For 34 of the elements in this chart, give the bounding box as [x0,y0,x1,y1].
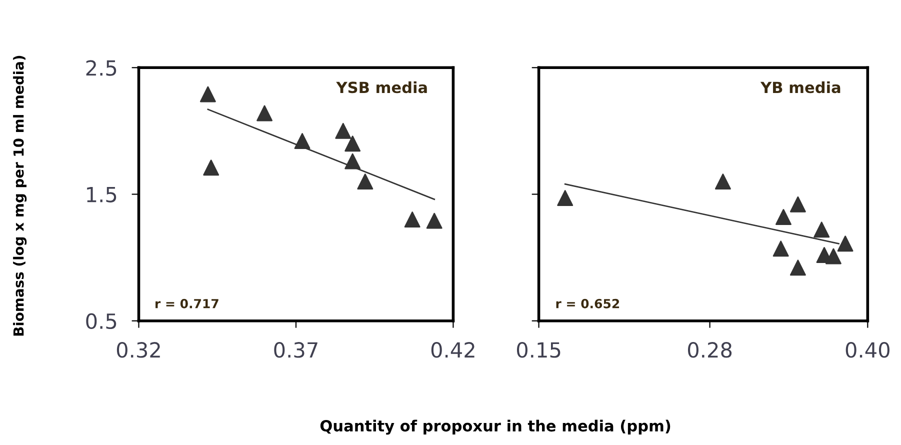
point [790,196,806,212]
point [344,136,361,152]
x-tick-label: 0.37 [274,342,318,358]
point [426,212,442,229]
point [714,174,731,190]
point [256,105,273,122]
x-tick-label: 0.15 [516,342,560,358]
x-axis-title: Quantity of propoxur in the media (ppm) [320,420,670,435]
x-tick-label: 0.40 [846,342,890,358]
annotation: YSB media [336,81,427,94]
x-tick-label: 0.28 [688,342,732,358]
x-tick-label: 0.32 [116,342,160,358]
point [357,174,374,190]
point [404,212,420,228]
annotation: r = 0.717 [156,298,218,308]
point [203,160,220,176]
y-tick-label: 0.5 [86,313,116,330]
point [775,209,792,226]
point [557,190,574,206]
point [200,86,216,102]
point [335,122,352,139]
point [772,240,789,257]
point [837,236,854,252]
annotation: r = 0.652 [556,298,620,308]
point [790,260,806,276]
point [294,133,310,150]
point [344,153,361,170]
point [825,248,842,264]
y-axis-title: Biomass (log x mg per 10 ml media) [13,56,27,336]
y-tick-label: 1.5 [87,186,116,202]
annotation: YB media [760,81,840,94]
y-tick-label: 2.5 [86,60,116,76]
point [814,222,830,238]
x-tick-label: 0.42 [431,342,474,358]
